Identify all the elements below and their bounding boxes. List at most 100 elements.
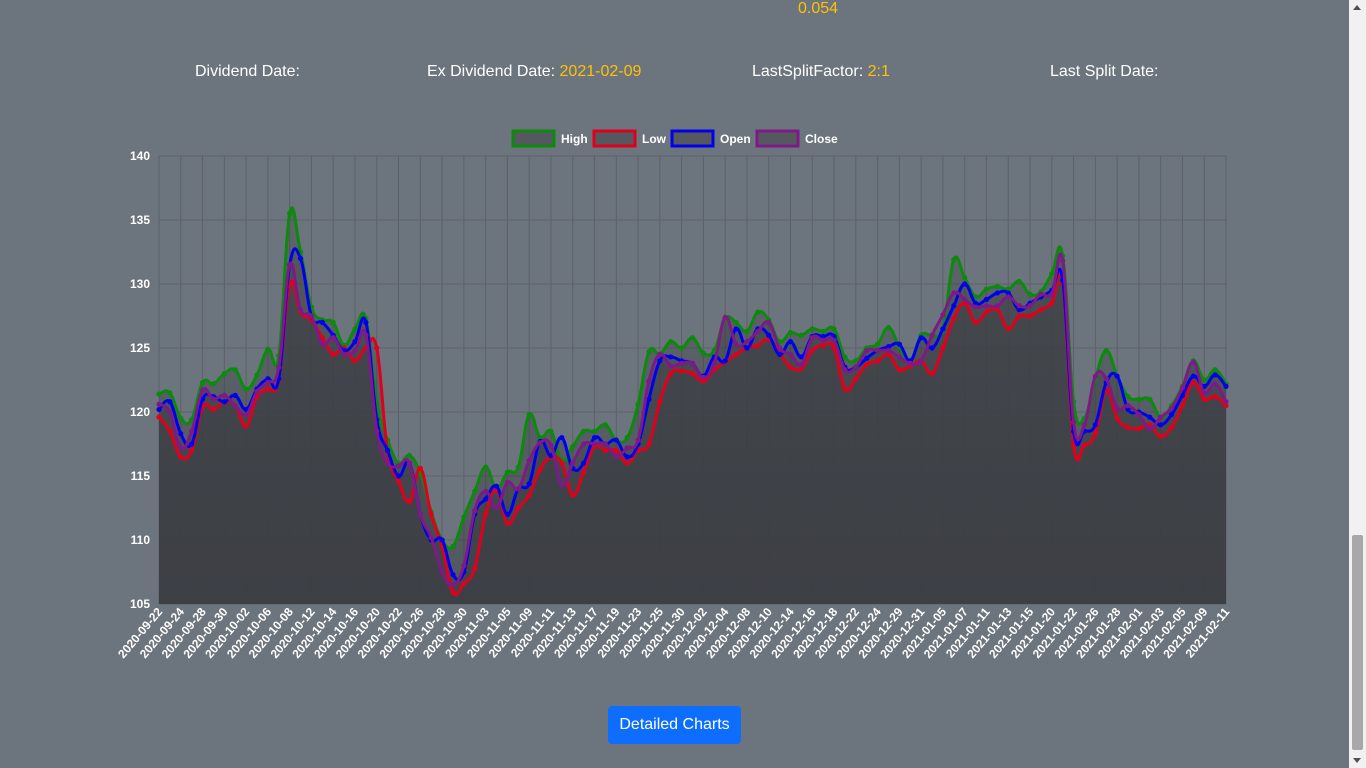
data-point-high [831,326,837,332]
data-point-open [864,355,870,361]
data-point-high [972,294,979,300]
data-point-high [1201,377,1207,383]
data-point-low [809,347,815,354]
data-point-close [733,341,739,347]
data-point-low [374,345,380,351]
data-point-high [733,319,739,325]
data-point-close [483,488,489,494]
data-point-low [733,351,739,357]
data-point-low [1179,403,1186,409]
data-point-high [406,452,413,459]
data-point-open [1212,372,1218,378]
y-tick-label: 115 [131,469,151,483]
scroll-thumb[interactable] [1352,535,1363,750]
data-point-close [1081,422,1088,428]
data-point-high [472,488,478,494]
data-point-close [635,437,641,443]
data-point-low [787,364,794,370]
y-tick-label: 135 [130,213,150,227]
data-point-open [504,511,511,517]
data-point-high [287,211,293,217]
data-point-low [1038,307,1044,313]
data-point-open [1114,373,1120,379]
data-point-low [559,460,565,466]
data-point-close [668,363,674,369]
legend-swatch-low [592,129,637,148]
page-scrollbar[interactable] [1349,0,1366,768]
last-split-factor: LastSplitFactor: 2:1 [752,63,890,81]
y-tick-label: 125 [130,341,150,355]
data-point-low [929,371,935,377]
data-point-high [167,390,173,396]
scroll-down-arrow-icon[interactable] [1353,758,1361,763]
data-point-high [962,275,968,281]
data-point-open [156,406,162,413]
data-point-close [951,290,957,296]
data-point-close [1147,426,1153,432]
data-point-low [624,460,630,466]
data-point-low [864,362,870,368]
data-point-low [657,399,663,405]
legend-label-low: Low [642,132,667,146]
data-point-low [1147,422,1153,428]
detailed-charts-button[interactable]: Detailed Charts [608,706,741,744]
ex-dividend-date-value: 2021-02-09 [559,63,642,80]
data-point-close [406,460,413,466]
top-value: 0.054 [798,0,839,17]
data-point-high [679,345,685,351]
data-point-close [287,262,293,268]
data-point-open [178,431,184,437]
data-point-low [1223,403,1229,409]
data-point-low [689,371,696,377]
data-point-low [504,520,511,526]
data-point-high [156,391,162,397]
data-point-open [951,303,957,309]
data-point-high [700,350,706,356]
legend-swatch-open [670,129,715,148]
data-point-close [657,351,663,357]
data-point-high [1005,286,1011,292]
data-point-close [831,337,837,343]
data-point-high [526,411,532,418]
data-point-open [777,351,783,357]
data-point-open [1016,307,1022,313]
data-point-high [178,415,184,421]
data-point-close [297,307,304,313]
data-point-low [853,376,859,382]
data-point-open [722,358,728,364]
data-point-close [570,460,576,466]
data-point-close [1125,403,1131,409]
data-point-close [1049,291,1055,297]
data-point-open [199,396,206,402]
legend-label-close: Close [805,132,838,146]
data-point-close [265,379,271,386]
data-point-low [1049,300,1055,306]
data-point-close [156,401,162,407]
data-point-high [635,401,641,407]
data-point-close [1060,258,1066,264]
y-tick-label: 120 [130,405,150,419]
data-point-close [842,367,848,373]
data-point-close [167,409,173,415]
data-point-close [766,319,772,325]
area-close [159,253,1226,604]
data-point-low [537,467,543,473]
data-point-close [994,303,1000,309]
data-point-close [787,351,794,357]
scroll-up-arrow-icon[interactable] [1353,5,1361,10]
data-point-high [787,330,794,336]
data-point-high [689,335,696,341]
data-point-open [189,441,195,447]
data-point-open [994,290,1000,296]
data-point-high [1212,367,1218,373]
legend-swatch-close [755,129,800,148]
data-point-open [983,296,990,302]
data-point-close [929,332,935,338]
data-point-open [798,354,804,360]
data-point-high [330,319,336,325]
data-point-high [809,326,815,332]
data-point-low [700,378,706,384]
data-point-close [243,411,249,418]
data-point-open [363,319,369,325]
data-point-high [624,435,630,441]
